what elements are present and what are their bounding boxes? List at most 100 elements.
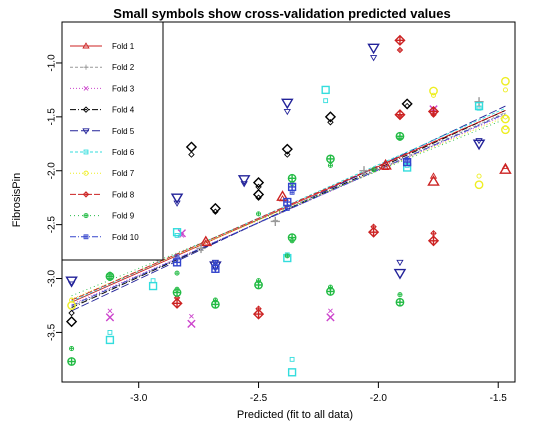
cv-point-fold-9-1: [69, 346, 75, 352]
legend-label-fold-8: Fold 8: [112, 190, 135, 199]
y-tick-label-4: -2.0: [47, 162, 58, 180]
cv-point-fold-5-5: [283, 109, 291, 116]
x-axis-label: Predicted (fit to all data): [237, 409, 353, 421]
cv-point-fold-5-7: [396, 259, 404, 267]
data-point-fold-9-4: [211, 300, 220, 309]
data-point-fold-7-1: [67, 301, 76, 310]
x-tick-label-1: -3.0: [130, 393, 148, 404]
cv-point-fold-6-6: [323, 98, 329, 104]
legend-label-fold-10: Fold 10: [112, 233, 139, 242]
legend-label-fold-9: Fold 9: [112, 212, 135, 221]
legend-marker-fold-4: [82, 106, 90, 113]
data-point-fold-5-5: [281, 98, 294, 110]
data-point-fold-4-2: [185, 141, 198, 153]
legend-marker-fold-9: [83, 213, 89, 219]
data-point-fold-8-3: [367, 226, 380, 238]
fit-line-fold-10: [71, 113, 506, 306]
data-point-fold-3-1: [105, 313, 115, 322]
chart-title: Small symbols show cross-validation pred…: [113, 6, 450, 21]
cv-point-fold-10-2: [212, 259, 218, 265]
data-point-fold-5-2: [170, 193, 184, 205]
data-point-fold-5-8: [472, 139, 486, 151]
data-point-fold-9-3: [172, 288, 182, 297]
legend: Fold 1 Fold 2 Fold 3 Fold 4 Fold 5 Fold 6 Fold…: [61, 21, 164, 261]
cv-point-fold-3-2: [189, 313, 194, 319]
data-point-fold-10-1: [172, 258, 182, 267]
data-point-fold-1-1: [199, 235, 213, 247]
legend-box: [61, 21, 164, 261]
cv-point-fold-3-1: [107, 308, 113, 314]
cv-point-fold-10-3: [284, 206, 290, 211]
cv-point-fold-7-2: [430, 92, 437, 98]
data-point-fold-1-2: [276, 190, 289, 201]
legend-label-fold-3: Fold 3: [112, 84, 135, 93]
cv-point-fold-8-4: [396, 46, 404, 54]
data-point-fold-7-6: [501, 125, 510, 135]
x-tick-label-2: -2.5: [250, 393, 268, 404]
data-point-fold-9-6: [287, 233, 297, 242]
legend-marker-fold-2: [83, 64, 89, 70]
data-point-fold-3-2: [187, 319, 196, 328]
x-tick-label-4: -1.5: [490, 393, 508, 404]
data-point-fold-6-2: [148, 281, 158, 291]
fit-line-fold-6: [71, 107, 506, 302]
axes: -3.0 -2.5 -2.0 -1.5 -3.5 -3.0 -2.5 -2.0 -1.5 -1.0: [47, 54, 508, 404]
legend-label-fold-2: Fold 2: [112, 63, 135, 72]
data-point-fold-4-7: [324, 111, 337, 123]
data-point-fold-4-6: [281, 143, 293, 155]
data-point-fold-9-1: [67, 357, 76, 366]
data-point-fold-9-9: [326, 154, 335, 164]
data-point-fold-8-6: [427, 105, 440, 118]
fit-line-fold-2: [71, 112, 506, 307]
data-point-fold-6-5: [287, 368, 297, 377]
data-point-fold-10-5: [402, 157, 412, 167]
data-point-fold-2-4: [359, 166, 369, 176]
cv-point-fold-7-3: [476, 173, 482, 179]
plot-area: [65, 34, 512, 377]
data-point-fold-3-4: [326, 313, 335, 322]
cv-point-fold-8-7: [430, 230, 437, 237]
data-point-fold-5-7: [393, 268, 407, 280]
data-point-fold-2-3: [270, 216, 280, 227]
cv-point-fold-7-4: [502, 87, 508, 93]
data-point-fold-4-1: [65, 316, 78, 328]
data-point-fold-4-5: [252, 188, 265, 201]
data-point-fold-6-8: [474, 101, 484, 111]
cv-extra-point-fold-9-4: [256, 211, 262, 217]
data-point-fold-4-4: [252, 177, 265, 189]
cv-point-fold-1-4: [429, 172, 438, 179]
cv-point-fold-4-1: [68, 309, 75, 317]
data-point-fold-8-1: [171, 297, 183, 309]
cv-point-fold-4-7: [327, 119, 334, 126]
data-point-fold-9-8: [326, 287, 335, 296]
cv-point-fold-4-6: [284, 151, 291, 158]
data-point-fold-5-4: [237, 175, 251, 186]
cv-point-fold-5-2: [173, 200, 181, 207]
fit-line-fold-4: [71, 109, 506, 309]
data-point-fold-6-6: [321, 85, 330, 95]
data-point-fold-7-4: [501, 76, 510, 86]
data-point-fold-8-5: [394, 109, 406, 121]
data-point-fold-4-3: [209, 202, 221, 215]
legend-label-fold-1: Fold 1: [112, 42, 135, 51]
cv-point-fold-6-1: [107, 330, 113, 335]
legend-label-fold-7: Fold 7: [112, 169, 135, 178]
data-point-fold-7-3: [474, 180, 484, 190]
cv-point-fold-9-9: [327, 162, 333, 168]
data-point-fold-1-5: [499, 163, 512, 174]
data-point-fold-2-2: [196, 243, 206, 253]
data-point-fold-9-11: [395, 131, 405, 141]
cv-extra-point-fold-9-2: [174, 270, 180, 276]
data-point-fold-9-2: [105, 271, 115, 281]
cv-point-fold-9-10: [397, 292, 403, 298]
y-tick-label-3: -2.5: [47, 216, 58, 234]
legend-marker-fold-3: [83, 86, 89, 91]
cv-extra-point-fold-9-3: [284, 253, 290, 259]
data-point-fold-8-4: [394, 34, 406, 46]
cv-point-fold-5-4: [240, 181, 248, 188]
cv-extra-point-fold-9-5: [371, 167, 377, 173]
y-tick-label-1: -3.5: [47, 323, 58, 341]
legend-marker-fold-6: [83, 149, 89, 155]
y-tick-label-2: -3.0: [47, 269, 58, 287]
